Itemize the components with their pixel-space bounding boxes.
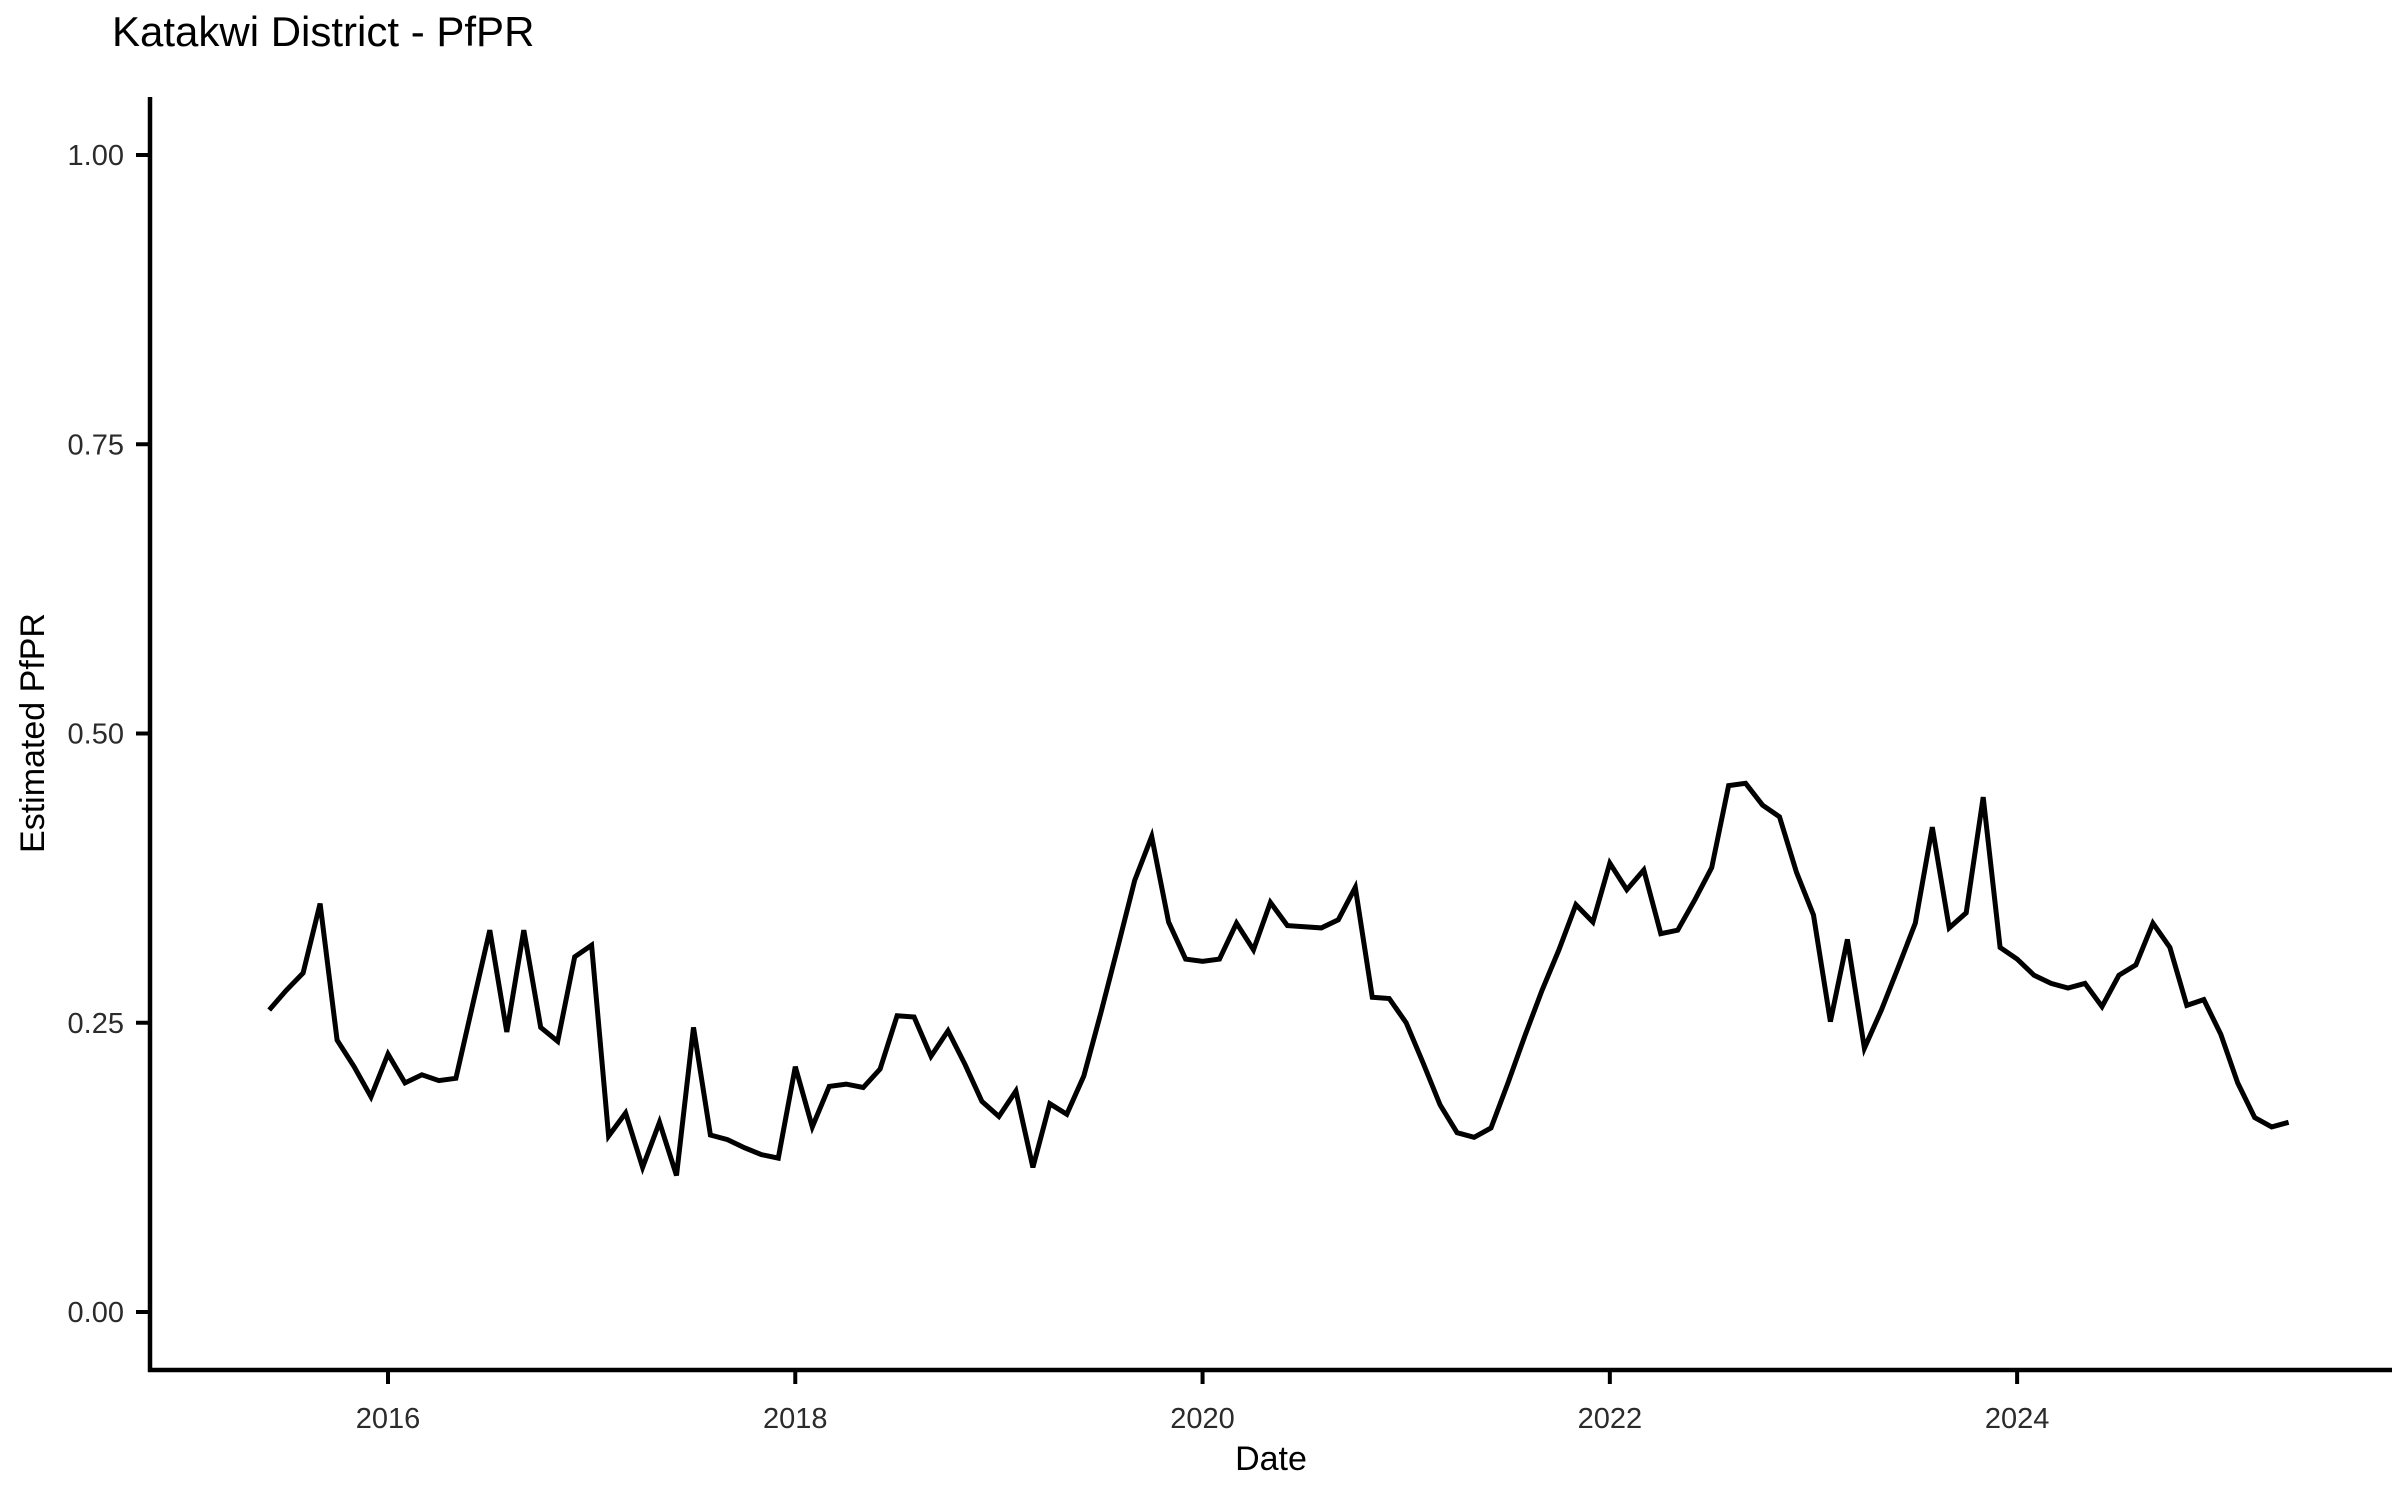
pfpr-data-line: [267, 780, 2290, 1177]
x-axis-title: Date: [1235, 1440, 1307, 1478]
x-axis-tick-label: 2018: [763, 1403, 828, 1435]
x-axis-tick-label: 2020: [1170, 1403, 1235, 1435]
y-axis-tick-label: 0.00: [68, 1297, 124, 1329]
y-axis-tick-label: 1.00: [68, 140, 124, 172]
x-axis-tick-label: 2016: [356, 1403, 421, 1435]
y-axis-tick-label: 0.75: [68, 429, 124, 461]
y-axis-tick-label: 0.25: [68, 1008, 124, 1040]
y-axis-title: Estimated PfPR: [14, 613, 52, 853]
x-axis-tick-label: 2024: [1985, 1403, 2050, 1435]
x-axis-tick-label: 2022: [1578, 1403, 1643, 1435]
chart-title: Katakwi District - PfPR: [112, 8, 534, 55]
data-layer: [267, 780, 2290, 1177]
y-axis-tick-label: 0.50: [68, 719, 124, 751]
axes-layer: 0.00 0.25 0.50 0.75 1.00 2016 2018 2020 2022 2024: [68, 97, 2392, 1435]
